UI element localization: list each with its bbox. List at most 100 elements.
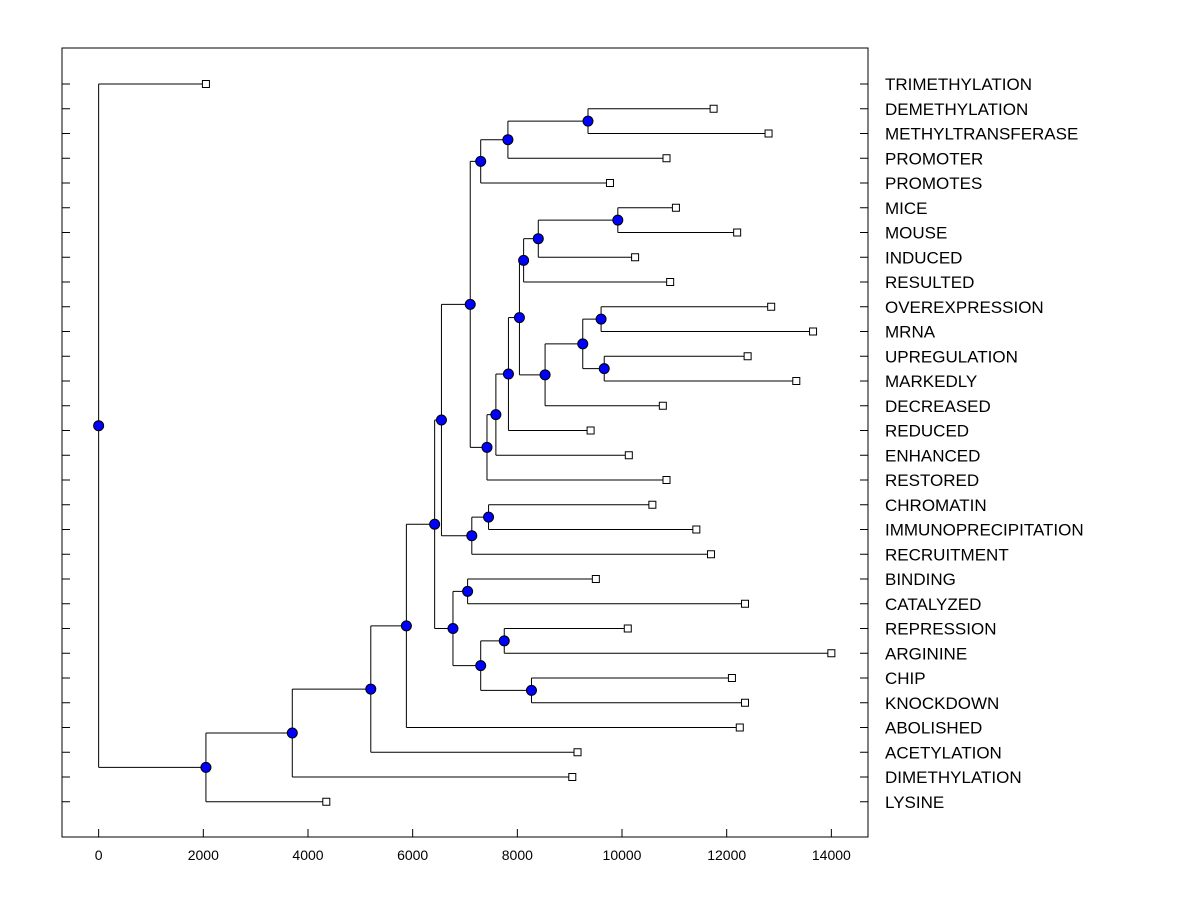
merge-node: [483, 511, 495, 523]
leaf-label: INDUCED: [885, 248, 962, 267]
x-tick-label: 8000: [502, 847, 533, 863]
merge-node: [475, 660, 487, 672]
leaf-marker: [568, 773, 577, 781]
merge-node: [525, 684, 537, 696]
merge-node: [513, 312, 525, 324]
x-tick-label: 10000: [603, 847, 642, 863]
leaf-marker: [623, 624, 632, 633]
dendrogram-nodes: [93, 115, 624, 773]
leaf-marker: [591, 575, 600, 583]
leaf-marker: [573, 748, 582, 757]
merge-node: [93, 420, 105, 432]
x-tick-label: 0: [95, 847, 103, 863]
leaf-label: MRNA: [885, 323, 936, 342]
x-axis-ticks: 0 2000 4000 6000 8000 10000 12000 14000: [95, 829, 851, 863]
leaf-labels: TRIMETHYLATION DEMETHYLATION METHYLTRANSFE…: [885, 75, 1084, 812]
merge-node: [447, 623, 459, 634]
merge-node: [475, 155, 487, 167]
leaf-label: DIMETHYLATION: [885, 768, 1022, 787]
leaf-marker: [648, 500, 657, 509]
leaf-label: MOUSE: [885, 224, 947, 243]
leaf-marker: [624, 451, 633, 460]
leaf-label: DECREASED: [885, 397, 991, 416]
left-tick-marks: [62, 83, 70, 803]
merge-node: [400, 620, 412, 632]
merge-node: [539, 369, 551, 381]
leaf-label: CHIP: [885, 669, 926, 688]
leaf-label: MICE: [885, 199, 928, 218]
leaf-marker: [727, 674, 736, 682]
leaf-marker: [662, 154, 671, 163]
leaf-label: UPREGULATION: [885, 347, 1018, 366]
leaf-label: RESTORED: [885, 471, 979, 490]
merge-node: [582, 115, 594, 127]
leaf-marker: [792, 377, 801, 385]
leaf-marker: [733, 228, 742, 237]
leaf-marker: [741, 698, 750, 707]
leaf-marker: [706, 550, 715, 559]
leaf-label: RESULTED: [885, 273, 974, 292]
leaf-label: REDUCED: [885, 422, 969, 441]
merge-node: [429, 518, 441, 530]
leaf-label: METHYLTRANSFERASE: [885, 125, 1078, 144]
leaf-label: MARKEDLY: [885, 372, 977, 391]
merge-node: [365, 683, 377, 695]
leaf-marker: [322, 797, 331, 806]
leaf-marker: [764, 129, 773, 138]
x-tick-label: 12000: [707, 847, 746, 863]
leaf-label: DEMETHYLATION: [885, 100, 1028, 119]
leaf-label: ENHANCED: [885, 446, 980, 465]
merge-node: [502, 368, 514, 380]
leaf-label: RECRUITMENT: [885, 545, 1009, 564]
leaf-marker: [767, 302, 776, 311]
merge-node: [532, 233, 544, 245]
merge-node: [498, 635, 510, 647]
x-tick-label: 14000: [812, 847, 851, 863]
leaf-label: PROMOTER: [885, 149, 983, 168]
merge-node: [612, 214, 624, 226]
merge-node: [464, 298, 476, 310]
merge-node: [490, 409, 502, 421]
leaf-label: PROMOTES: [885, 174, 982, 193]
leaf-marker: [658, 401, 667, 410]
leaf-label: LYSINE: [885, 793, 944, 812]
merge-node: [481, 441, 493, 453]
leaf-label: KNOCKDOWN: [885, 694, 999, 713]
leaf-label: ACETYLATION: [885, 743, 1002, 762]
leaf-label: ABOLISHED: [885, 719, 982, 738]
leaf-label: CHROMATIN: [885, 496, 987, 515]
leaf-marker: [743, 352, 752, 361]
right-tick-marks: [860, 83, 868, 803]
leaf-marker: [809, 327, 818, 336]
leaf-label: CATALYZED: [885, 595, 981, 614]
leaf-marker: [671, 203, 680, 212]
leaf-marker: [662, 476, 671, 484]
leaf-marker: [586, 426, 595, 435]
merge-node: [518, 254, 530, 266]
merge-node: [286, 727, 298, 739]
merge-node: [598, 363, 610, 375]
leaf-marker: [666, 278, 675, 286]
leaf-label: BINDING: [885, 570, 956, 589]
leaf-label: REPRESSION: [885, 620, 996, 639]
leaf-label: OVEREXPRESSION: [885, 298, 1044, 317]
leaf-marker: [631, 253, 640, 262]
merge-node: [435, 414, 447, 426]
x-tick-label: 4000: [292, 847, 323, 863]
merge-node: [502, 134, 514, 146]
leaf-marker: [709, 104, 718, 113]
merge-node: [466, 530, 478, 542]
leaf-label: IMMUNOPRECIPITATION: [885, 521, 1084, 540]
leaf-marker: [692, 525, 701, 534]
leaf-marker: [201, 80, 210, 88]
merge-node: [595, 313, 607, 325]
leaf-label: ARGININE: [885, 644, 967, 663]
dendrogram-leaves: [201, 80, 836, 806]
x-tick-label: 2000: [188, 847, 219, 863]
leaf-label: TRIMETHYLATION: [885, 75, 1032, 94]
merge-node: [577, 338, 589, 350]
leaf-marker: [605, 179, 614, 187]
merge-node: [200, 761, 212, 773]
leaf-marker: [741, 599, 750, 608]
